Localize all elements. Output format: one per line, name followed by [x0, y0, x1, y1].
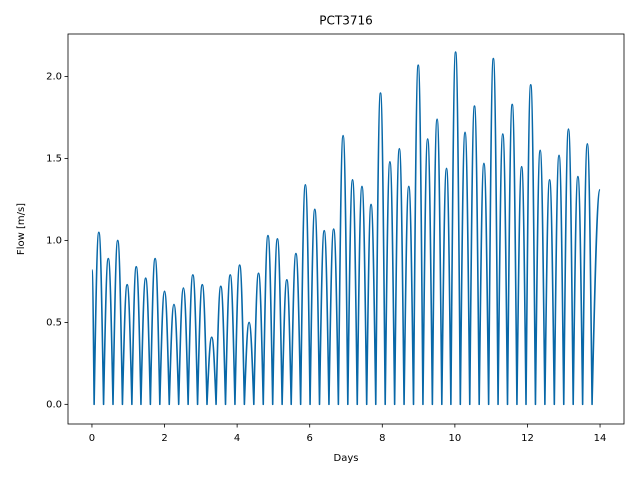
- y-axis-label: Flow [m/s]: [16, 203, 27, 255]
- chart-title: PCT3716: [319, 14, 372, 28]
- y-tick-label: 2.0: [46, 72, 62, 83]
- x-tick-label: 0: [89, 433, 95, 444]
- y-tick-label: 1.0: [46, 235, 62, 246]
- y-tick-label: 1.5: [46, 154, 62, 165]
- y-tick-label: 0.5: [46, 317, 62, 328]
- x-tick-label: 6: [307, 433, 313, 444]
- x-tick-label: 14: [594, 433, 607, 444]
- x-tick-label: 4: [234, 433, 240, 444]
- x-tick-label: 2: [161, 433, 167, 444]
- x-tick-label: 12: [521, 433, 534, 444]
- plot-frame: [67, 33, 625, 425]
- flow-line: [91, 51, 601, 406]
- x-tick-label: 8: [379, 433, 385, 444]
- y-tick-label: 0.0: [46, 399, 62, 410]
- x-tick-label: 10: [449, 433, 462, 444]
- x-axis-label: Days: [334, 453, 359, 464]
